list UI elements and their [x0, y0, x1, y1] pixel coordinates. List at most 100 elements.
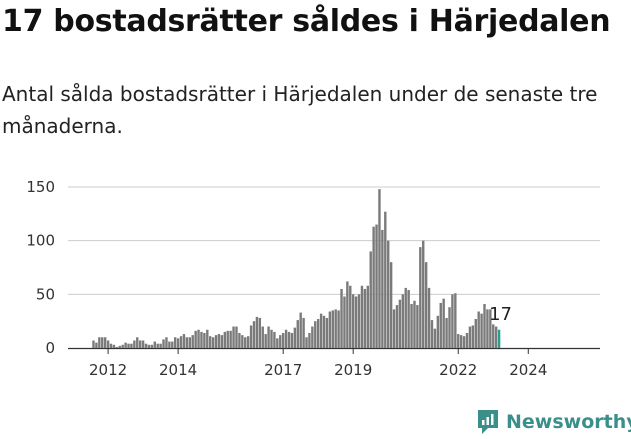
bar	[305, 337, 308, 348]
bar	[112, 344, 116, 348]
bar	[308, 332, 311, 348]
bar	[299, 312, 302, 348]
bar	[296, 320, 299, 348]
bar	[448, 307, 451, 348]
bar	[103, 337, 107, 348]
bar	[314, 321, 317, 348]
y-tick-label: 150	[26, 178, 55, 196]
newsworthy-brand-name: Newsworthy	[506, 411, 631, 433]
bar	[471, 325, 475, 348]
bar	[258, 317, 262, 348]
bar	[98, 337, 101, 348]
bar	[398, 299, 402, 348]
bar-latest	[497, 329, 501, 348]
bar	[284, 329, 288, 348]
newsworthy-logo[interactable]: Newsworthy	[476, 406, 631, 438]
bar	[138, 340, 142, 348]
bar	[150, 344, 154, 348]
bar	[211, 337, 215, 348]
bar	[354, 296, 358, 348]
bar	[109, 343, 113, 348]
bar	[191, 335, 194, 348]
bar	[375, 224, 378, 348]
bar	[340, 288, 343, 348]
bar	[106, 340, 110, 348]
bars	[92, 189, 501, 348]
bar	[392, 309, 396, 348]
bar	[252, 321, 256, 348]
bar	[249, 325, 253, 348]
bar	[389, 262, 393, 348]
chart-title: 17 bostadsrätter såldes i Härjedalen	[2, 4, 611, 39]
x-tick-label: 2022	[439, 361, 477, 379]
x-tick-label: 2019	[334, 361, 372, 379]
x-tick-label: 2017	[264, 361, 302, 379]
bar	[349, 285, 352, 348]
y-tick-label: 50	[36, 285, 55, 303]
bar	[492, 324, 495, 348]
bar	[238, 332, 241, 348]
bar	[255, 316, 259, 348]
bar	[232, 326, 235, 348]
bar	[182, 334, 186, 348]
bar	[276, 338, 279, 348]
bar	[174, 337, 177, 348]
bar	[316, 319, 320, 348]
bar-chart: 0 50 100 150 2012 2014 2017 2019 2022 2024 17	[26, 178, 600, 379]
bar	[270, 329, 273, 348]
y-tick-label: 100	[26, 232, 55, 250]
gridlines	[68, 186, 600, 350]
last-value-label: 17	[489, 304, 512, 325]
bar	[325, 317, 329, 348]
bar	[217, 334, 221, 348]
bar	[494, 326, 498, 348]
bar	[387, 240, 390, 348]
bar	[156, 343, 159, 348]
bar	[489, 309, 492, 348]
newsworthy-logo-icon	[478, 410, 498, 434]
bar	[445, 317, 448, 348]
bar	[410, 303, 413, 348]
bar	[241, 335, 244, 348]
bar	[416, 305, 419, 348]
bar	[261, 326, 264, 348]
bar	[459, 335, 463, 348]
bar	[171, 341, 174, 348]
y-tick-label: 0	[45, 339, 55, 357]
bar	[159, 343, 162, 348]
bar	[483, 303, 486, 348]
bar	[223, 331, 227, 348]
bar	[468, 326, 472, 348]
bar	[369, 251, 372, 348]
x-axis-ticks: 2012 2014 2017 2019 2022 2024	[89, 348, 547, 379]
chart-subtitle: Antal sålda bostadsrätter i Härjedalen u…	[2, 82, 598, 138]
bar	[419, 247, 422, 348]
bar	[188, 337, 191, 348]
bar	[179, 336, 183, 348]
bar	[209, 336, 212, 348]
bar	[401, 294, 405, 348]
bar	[176, 338, 180, 348]
bar	[357, 294, 361, 348]
bar	[352, 294, 355, 348]
bar	[229, 330, 232, 348]
bar	[127, 343, 130, 348]
bar	[197, 329, 200, 348]
bar	[226, 330, 229, 348]
bar	[101, 337, 104, 348]
bar	[404, 287, 407, 348]
bar	[366, 285, 369, 348]
bar	[436, 315, 440, 348]
bar	[133, 340, 136, 348]
bar	[486, 309, 489, 348]
bar	[424, 262, 428, 348]
bar	[346, 281, 349, 348]
bar	[130, 343, 133, 348]
bar	[165, 337, 168, 348]
bar	[413, 300, 416, 348]
bar	[141, 340, 145, 348]
bar	[384, 211, 387, 348]
bar	[92, 340, 95, 348]
bar	[430, 320, 434, 348]
bar	[115, 346, 119, 348]
